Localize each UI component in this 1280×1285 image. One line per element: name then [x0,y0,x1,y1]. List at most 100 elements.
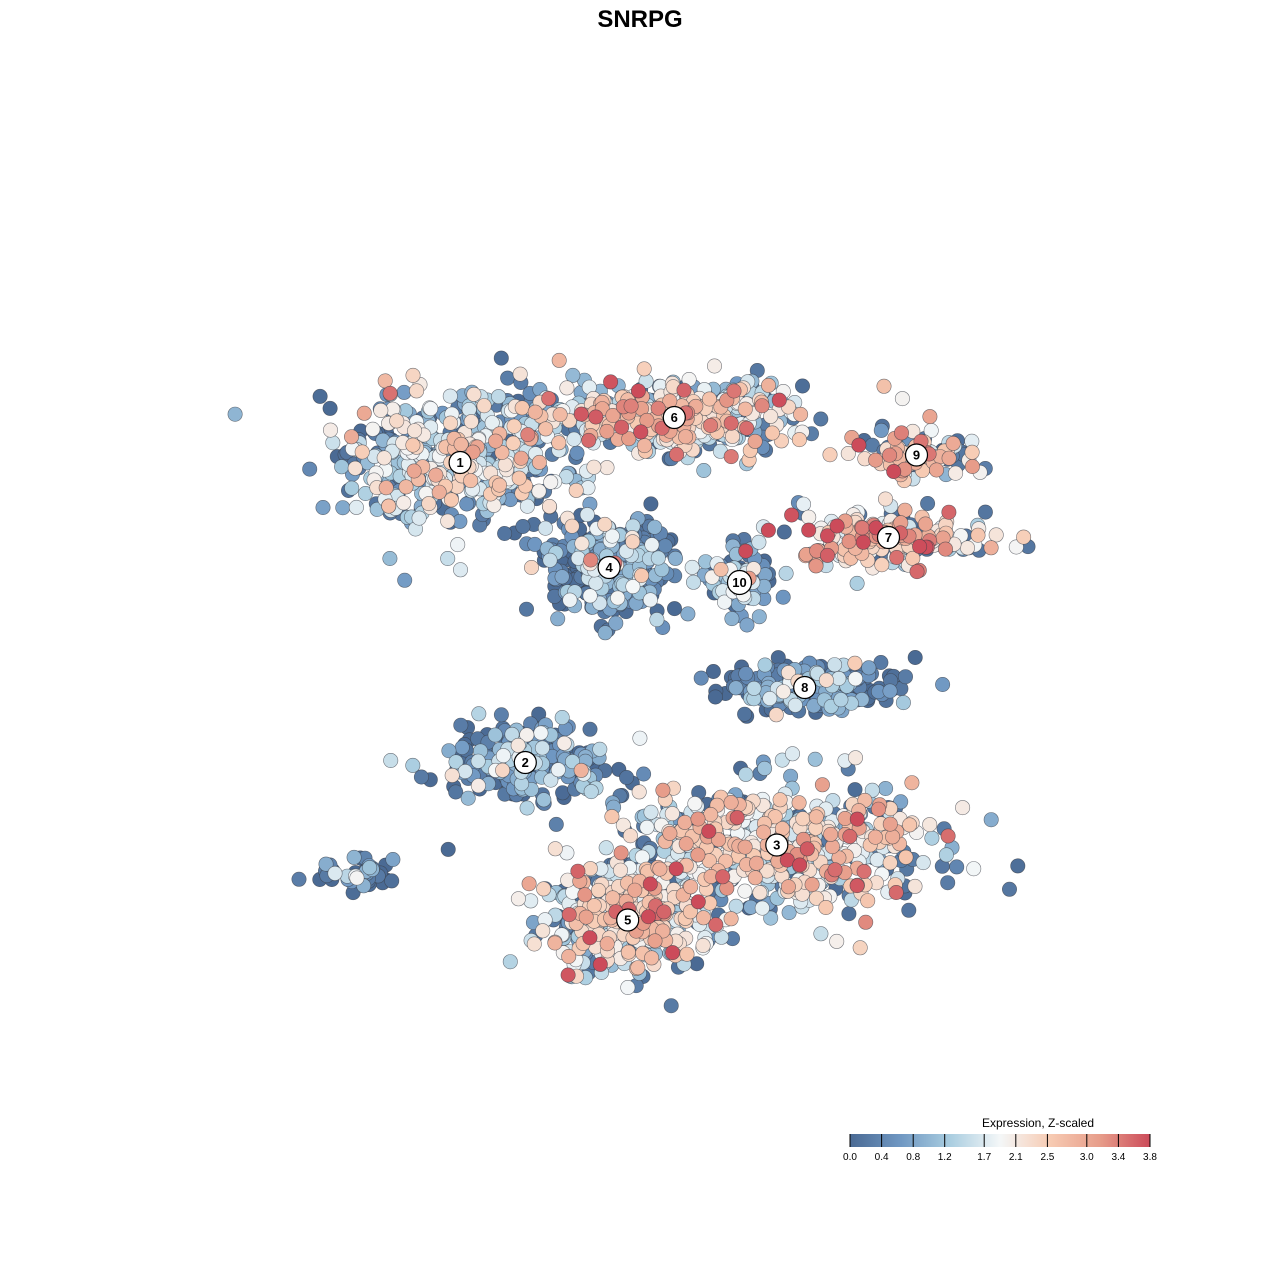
cell-point [728,680,744,696]
cell-point [448,784,464,800]
cell-point [762,690,778,706]
cell-point [491,389,507,405]
cell-point [928,462,944,478]
cell-point [684,559,700,575]
cell-point [780,665,796,681]
legend-colorbar [850,1134,1150,1147]
cell-point [763,910,779,926]
cluster-label-3: 3 [765,833,789,857]
cell-point [536,881,552,897]
cell-point [588,409,604,425]
cell-point [556,735,572,751]
cluster-label-text: 10 [732,575,746,590]
cell-point [1016,529,1032,545]
cell-point [614,419,630,435]
cell-point [898,849,914,865]
cell-point [882,816,898,832]
cell-point [406,463,422,479]
cell-point [588,575,604,591]
cell-point [847,655,863,671]
cell-point [442,415,458,431]
cell-point [322,422,338,438]
cell-point [583,552,599,568]
cell-point [909,564,925,580]
cell-point [690,811,706,827]
cell-point [513,450,529,466]
cell-point [695,937,711,953]
cell-point [382,385,398,401]
cell-point [861,660,877,676]
cell-point [643,496,659,512]
cell-point [521,876,537,892]
cell-point [383,752,399,768]
cell-point [644,950,660,966]
legend-tick-label: 3.4 [1111,1152,1125,1163]
cell-point [746,680,762,696]
cell-point [666,601,682,617]
legend-ticks: 0.0 0.4 0.8 1.2 1.7 2.1 2.5 3.0 3.4 3.8 [843,1134,1157,1163]
cell-point [476,398,492,414]
cell-point [677,814,693,830]
cell-point [398,479,414,495]
cell-point [869,852,885,868]
cell-point [376,450,392,466]
cell-point [827,862,843,878]
cell-point [754,900,770,916]
cell-point [793,406,809,422]
cell-point [948,465,964,481]
cell-point [737,706,753,722]
cell-point [535,923,551,939]
cluster-label-text: 6 [671,410,678,425]
cell-point [676,382,692,398]
cell-point [526,936,542,952]
cell-point [655,782,671,798]
cell-point [723,794,739,810]
cell-point [639,819,655,835]
cell-point [365,421,381,437]
cell-point [454,739,470,755]
cell-point [564,518,580,534]
legend-tick-label: 0.4 [875,1152,889,1163]
cell-point [662,825,678,841]
cell-point [396,384,412,400]
cluster-label-1: 1 [448,450,472,475]
cell-point [696,462,712,478]
cell-point [615,817,631,833]
cluster-label-6: 6 [662,405,686,430]
cell-point [431,484,447,500]
cell-point [833,692,849,708]
cell-point [683,879,699,895]
cluster-labels-layer: 1 6 9 7 4 10 8 2 3 5 [448,405,929,932]
cell-point [428,467,444,483]
cell-point [822,447,838,463]
cell-point [497,525,513,541]
legend-tick-label: 0.0 [843,1152,857,1163]
cell-point [335,500,351,516]
cluster-label-badge [793,675,817,700]
cell-point [613,845,629,861]
cell-point [470,753,486,769]
cell-point [912,538,928,554]
cell-point [586,898,602,914]
cell-point [847,750,863,766]
cell-point [619,769,635,785]
cluster-label-badge [513,750,537,775]
cell-point [582,721,598,737]
cell-point [682,904,698,920]
cell-point [547,841,563,857]
cell-point [1001,881,1017,897]
cell-point [847,671,863,687]
cell-point [752,885,768,901]
legend-tick-label: 0.8 [906,1152,920,1163]
cell-point [795,496,811,512]
cell-point [621,431,637,447]
cell-point [423,401,439,417]
cell-point [543,772,559,788]
cluster-label-2: 2 [513,750,537,775]
cell-point [632,730,648,746]
cell-point [739,420,755,436]
cell-point [343,429,359,445]
cell-point [421,496,437,512]
cell-point [841,533,857,549]
cell-point [847,782,863,798]
